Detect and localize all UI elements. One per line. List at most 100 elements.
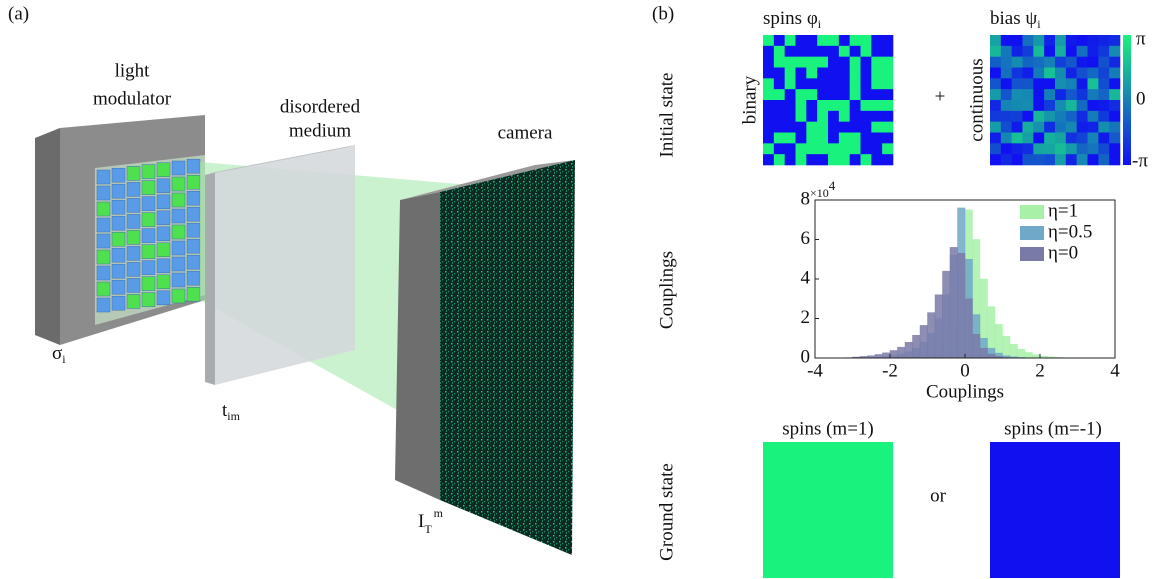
slm-block (112, 264, 125, 278)
spin-cell (796, 143, 807, 154)
slm-block (172, 273, 185, 287)
spin-cell (850, 46, 861, 57)
bias-cell (1023, 133, 1034, 144)
spin-cell (763, 57, 774, 68)
bias-cell (1001, 46, 1012, 57)
slm-block (157, 243, 170, 257)
bias-cell (1055, 100, 1066, 111)
bias-cell (1088, 143, 1099, 154)
spin-cell (796, 133, 807, 144)
continuous-label: continuous (966, 58, 987, 141)
slm-block (112, 184, 125, 198)
bias-cell (1055, 78, 1066, 89)
bias-cell (1088, 46, 1099, 57)
slm-block (172, 257, 185, 271)
bias-cell (1001, 122, 1012, 133)
spin-cell (796, 78, 807, 89)
legend-label: η=1 (1048, 200, 1078, 221)
spin-cell (871, 154, 882, 165)
spin-cell (785, 100, 796, 111)
row-label: Couplings (656, 251, 677, 329)
spin-cell (774, 100, 785, 111)
bias-cell (1055, 68, 1066, 79)
bias-cell (1033, 57, 1044, 68)
medium-side (205, 172, 215, 385)
spin-cell (817, 46, 828, 57)
spin-cell (785, 57, 796, 68)
bias-cell (1066, 46, 1077, 57)
spin-cell (796, 46, 807, 57)
slm-block (112, 296, 125, 310)
spin-cell (806, 143, 817, 154)
spin-cell (828, 111, 839, 122)
spins-title: spins φi (763, 8, 822, 30)
bias-cell (1033, 46, 1044, 57)
bias-cell (1023, 154, 1034, 165)
slm-block (142, 181, 155, 195)
bias-cell (1066, 154, 1077, 165)
text: spins φ (763, 8, 818, 29)
bias-cell (1077, 133, 1088, 144)
slm-block (112, 232, 125, 246)
bias-cell (1098, 89, 1109, 100)
bias-cell (1109, 143, 1120, 154)
spin-cell (861, 122, 872, 133)
bias-cell (1012, 133, 1023, 144)
spin-cell (871, 143, 882, 154)
x-tick-label: -2 (882, 360, 898, 381)
spin-cell (861, 57, 872, 68)
bias-cell (990, 57, 1001, 68)
hist-bar (905, 342, 913, 358)
medium-label: medium (289, 120, 351, 141)
spin-cell (763, 122, 774, 133)
bias-cell (1109, 122, 1120, 133)
bias-cell (1044, 100, 1055, 111)
bias-cell (1044, 35, 1055, 46)
slm-block (172, 209, 185, 223)
bias-cell (1109, 89, 1120, 100)
bias-cell (1077, 111, 1088, 122)
plus: + (935, 86, 946, 107)
bias-cell (1033, 68, 1044, 79)
slm-block (127, 214, 140, 228)
bias-cell (1109, 111, 1120, 122)
spin-cell (871, 68, 882, 79)
hist-bar (928, 313, 936, 358)
spin-cell (882, 111, 893, 122)
bias-cell (1044, 122, 1055, 133)
colorbar (1123, 35, 1131, 165)
bias-cell (1109, 68, 1120, 79)
bias-cell (1012, 100, 1023, 111)
ground-title: spins (m=1) (782, 418, 873, 439)
spin-cell (785, 111, 796, 122)
y-tick-label: 6 (801, 228, 811, 249)
slm-block (97, 234, 110, 248)
bias-cell (1044, 57, 1055, 68)
spin-cell (763, 133, 774, 144)
spin-cell (774, 57, 785, 68)
bias-cell (1033, 111, 1044, 122)
bias-cell (1098, 46, 1109, 57)
bias-cell (1088, 133, 1099, 144)
hist-bar (965, 299, 973, 358)
spin-cell (817, 154, 828, 165)
bias-cell (1055, 89, 1066, 100)
slm-block (127, 294, 140, 308)
slm-label: light (115, 60, 151, 81)
bias-cell (1044, 89, 1055, 100)
spin-cell (828, 122, 839, 133)
slm-block (187, 255, 200, 269)
bias-cell (1077, 57, 1088, 68)
subscript: i (62, 352, 66, 366)
hist-bar (935, 295, 943, 358)
slm-block (157, 275, 170, 289)
spin-cell (806, 133, 817, 144)
spin-cell (774, 133, 785, 144)
spin-cell (817, 78, 828, 89)
slm-block (97, 186, 110, 200)
slm-block (172, 193, 185, 207)
spin-cell (839, 35, 850, 46)
slm-block (127, 278, 140, 292)
slm-block (142, 277, 155, 291)
